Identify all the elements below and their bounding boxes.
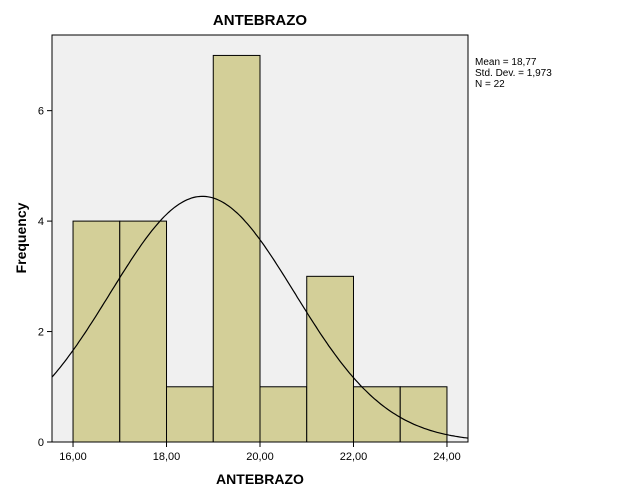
x-tick-label: 24,00 bbox=[433, 451, 461, 463]
x-axis-label: ANTEBRAZO bbox=[216, 471, 304, 487]
x-tick-label: 22,00 bbox=[340, 451, 368, 463]
y-tick-label: 2 bbox=[38, 327, 44, 339]
x-tick-label: 20,00 bbox=[246, 451, 274, 463]
histogram-bar bbox=[72, 220, 121, 443]
histogram-bar bbox=[306, 275, 354, 443]
histogram-bar bbox=[352, 386, 401, 443]
normal-curve bbox=[51, 195, 469, 439]
histogram-bar bbox=[259, 386, 308, 443]
histogram-bar bbox=[166, 386, 214, 443]
stats-n: N = 22 bbox=[475, 79, 505, 90]
x-tick-label: 16,00 bbox=[59, 451, 87, 463]
histogram-bar bbox=[119, 220, 168, 443]
y-tick-label: 0 bbox=[38, 437, 44, 449]
histogram-bar bbox=[212, 54, 261, 443]
chart-title: ANTEBRAZO bbox=[213, 12, 307, 29]
stats-mean: Mean = 18,77 bbox=[475, 57, 537, 68]
y-tick-label: 4 bbox=[38, 216, 44, 228]
y-tick-label: 6 bbox=[38, 106, 44, 118]
histogram-bar bbox=[399, 386, 448, 443]
stats-legend: Mean = 18,77 Std. Dev. = 1,973 N = 22 bbox=[475, 57, 552, 90]
y-axis-label: Frequency bbox=[13, 202, 29, 273]
x-tick-label: 18,00 bbox=[153, 451, 181, 463]
stats-std: Std. Dev. = 1,973 bbox=[475, 68, 552, 79]
